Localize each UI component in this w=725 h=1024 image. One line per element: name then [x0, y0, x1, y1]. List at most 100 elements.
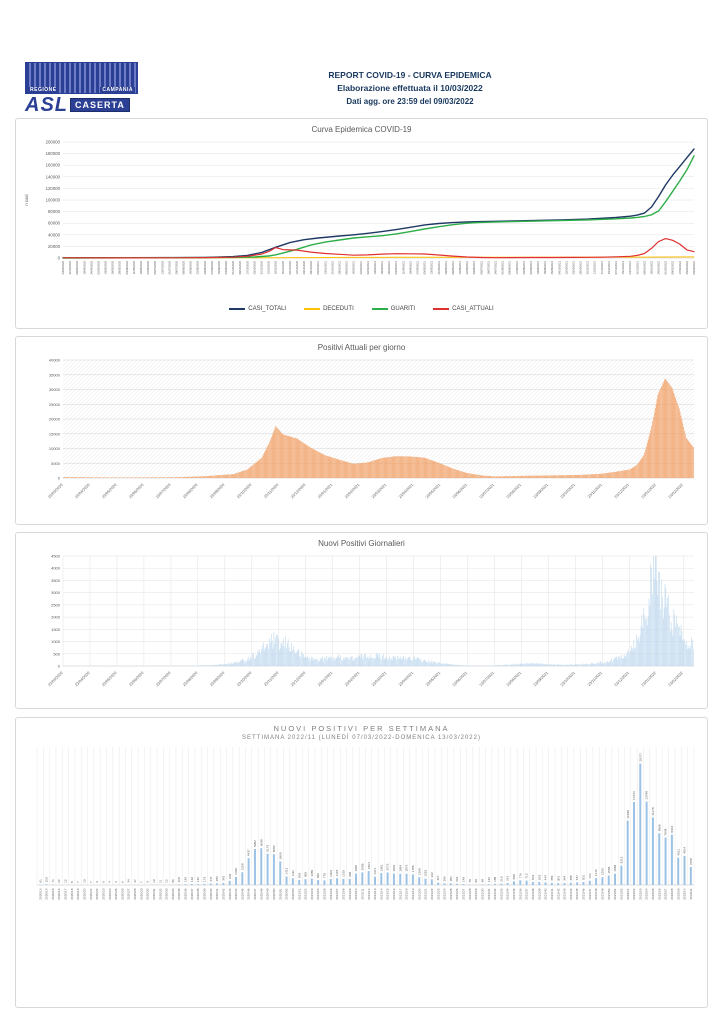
svg-text:500: 500 — [53, 651, 60, 656]
svg-text:20/12/2020: 20/12/2020 — [302, 260, 306, 274]
svg-text:2022/09: 2022/09 — [676, 888, 680, 899]
svg-text:23/06/2021: 23/06/2021 — [452, 483, 468, 499]
svg-text:1565: 1565 — [607, 866, 611, 873]
svg-text:2020/40: 2020/40 — [209, 888, 213, 899]
svg-text:30/08/2020: 30/08/2020 — [203, 260, 207, 274]
svg-text:14/06/2021: 14/06/2021 — [458, 260, 462, 274]
svg-text:4: 4 — [108, 881, 112, 883]
svg-text:16/07/2021: 16/07/2021 — [486, 260, 490, 274]
svg-text:1371: 1371 — [373, 868, 377, 875]
svg-text:23/09/2020: 23/09/2020 — [224, 260, 228, 274]
svg-text:703: 703 — [588, 873, 592, 878]
svg-text:23/08/2021: 23/08/2021 — [506, 483, 522, 499]
svg-text:281: 281 — [449, 876, 453, 881]
svg-text:23/03/2020: 23/03/2020 — [61, 260, 65, 274]
legend-label: CASI_ATTUALI — [452, 306, 494, 312]
svg-text:2021/21: 2021/21 — [424, 888, 428, 899]
svg-text:04/12/2020: 04/12/2020 — [288, 260, 292, 274]
svg-text:2021/37: 2021/37 — [525, 888, 529, 899]
svg-text:31/03/2020: 31/03/2020 — [68, 260, 72, 274]
svg-text:4814: 4814 — [683, 847, 687, 854]
svg-text:2020/33: 2020/33 — [165, 888, 169, 899]
svg-text:3500: 3500 — [51, 578, 61, 583]
svg-text:08/07/2021: 08/07/2021 — [479, 260, 483, 274]
svg-text:5952: 5952 — [253, 840, 257, 847]
svg-text:2020/14: 2020/14 — [45, 888, 49, 899]
svg-text:n casi: n casi — [24, 194, 29, 205]
svg-text:8313: 8313 — [670, 826, 674, 833]
svg-text:20000: 20000 — [48, 244, 61, 249]
svg-text:23/02/2022: 23/02/2022 — [668, 483, 684, 499]
svg-text:26/03/2021: 26/03/2021 — [387, 260, 391, 274]
svg-text:23/04/2020: 23/04/2020 — [74, 483, 90, 499]
svg-text:1868: 1868 — [613, 865, 617, 872]
svg-text:2020/18: 2020/18 — [70, 888, 74, 899]
chart1-canvas: 0 20000 40000 60000 80000 100000 120000 140000 1… — [19, 136, 704, 306]
svg-text:713: 713 — [525, 873, 529, 878]
svg-text:23/01/2022: 23/01/2022 — [641, 671, 657, 687]
svg-text:1000: 1000 — [51, 639, 61, 644]
svg-text:22: 22 — [57, 879, 61, 883]
svg-text:23/09/2021: 23/09/2021 — [533, 483, 549, 499]
svg-text:23/01/2021: 23/01/2021 — [317, 671, 333, 687]
svg-text:12/10/2021: 12/10/2021 — [564, 260, 568, 274]
svg-text:2020/28: 2020/28 — [133, 888, 137, 899]
legend-label: GUARITI — [390, 306, 416, 312]
svg-text:2021/02: 2021/02 — [304, 888, 308, 899]
svg-text:23/02/2021: 23/02/2021 — [344, 483, 360, 499]
legend-label: CASI_TOTALI — [248, 306, 287, 312]
svg-text:23/02/2022: 23/02/2022 — [668, 671, 684, 687]
svg-text:09/10/2020: 09/10/2020 — [238, 260, 242, 274]
svg-text:2021/25: 2021/25 — [449, 888, 453, 899]
svg-text:2021/10: 2021/10 — [354, 888, 358, 899]
svg-text:2021/20: 2021/20 — [417, 888, 421, 899]
svg-text:34: 34 — [127, 879, 131, 883]
svg-text:19: 19 — [82, 879, 86, 883]
svg-text:2000: 2000 — [51, 615, 61, 620]
svg-text:219: 219 — [499, 876, 503, 881]
svg-text:21/01/2021: 21/01/2021 — [330, 260, 334, 274]
chart4-canvas: 61 2020/13 109 2020/14 71 2020/15 22 2020/16 13 2… — [19, 743, 704, 988]
svg-text:23/05/2020: 23/05/2020 — [101, 671, 117, 687]
svg-text:139: 139 — [184, 877, 188, 882]
svg-text:18/05/2020: 18/05/2020 — [111, 260, 115, 274]
svg-text:2020/51: 2020/51 — [278, 888, 282, 899]
svg-text:68: 68 — [474, 879, 478, 883]
svg-text:16/01/2022: 16/01/2022 — [650, 260, 654, 274]
svg-text:2020/23: 2020/23 — [101, 888, 105, 899]
svg-text:142: 142 — [196, 877, 200, 882]
svg-text:23/11/2020: 23/11/2020 — [263, 671, 279, 687]
svg-text:01/08/2021: 01/08/2021 — [501, 260, 505, 274]
svg-text:1055: 1055 — [310, 869, 314, 876]
svg-text:3213: 3213 — [619, 856, 623, 863]
report-elaboration-date: Elaborazione effettuata il 10/03/2022 — [337, 83, 483, 93]
svg-text:2021/03: 2021/03 — [310, 888, 314, 899]
svg-text:35000: 35000 — [49, 372, 61, 377]
legend-item-deceduti: DECEDUTI — [304, 306, 354, 312]
svg-text:247: 247 — [209, 876, 213, 881]
svg-text:2021/12: 2021/12 — [367, 888, 371, 899]
svg-text:173: 173 — [203, 877, 207, 882]
svg-text:23/12/2021: 23/12/2021 — [614, 483, 630, 499]
svg-text:22/08/2020: 22/08/2020 — [196, 260, 200, 274]
chart1-legend: CASI_TOTALI DECEDUTI GUARITI CASI_ATTUAL… — [16, 306, 707, 312]
svg-text:2021/30: 2021/30 — [480, 888, 484, 899]
svg-text:1412: 1412 — [285, 867, 289, 874]
svg-text:13: 13 — [64, 879, 68, 883]
svg-text:776: 776 — [518, 873, 522, 878]
svg-text:18/11/2020: 18/11/2020 — [274, 261, 278, 275]
svg-text:23/04/2021: 23/04/2021 — [398, 671, 414, 687]
svg-text:23/08/2021: 23/08/2021 — [506, 671, 522, 687]
svg-text:4: 4 — [114, 881, 118, 883]
svg-text:2021/26: 2021/26 — [455, 888, 459, 899]
svg-text:2021/22: 2021/22 — [430, 888, 434, 899]
svg-text:2021/42: 2021/42 — [556, 888, 560, 899]
svg-text:1887: 1887 — [354, 864, 358, 871]
svg-text:04/10/2021: 04/10/2021 — [557, 260, 561, 274]
svg-text:11175: 11175 — [651, 807, 655, 815]
svg-text:1111: 1111 — [291, 870, 295, 876]
svg-text:13/01/2021: 13/01/2021 — [323, 260, 327, 274]
svg-text:2022/06: 2022/06 — [657, 888, 661, 899]
svg-text:21/07/2020: 21/07/2020 — [167, 260, 171, 274]
